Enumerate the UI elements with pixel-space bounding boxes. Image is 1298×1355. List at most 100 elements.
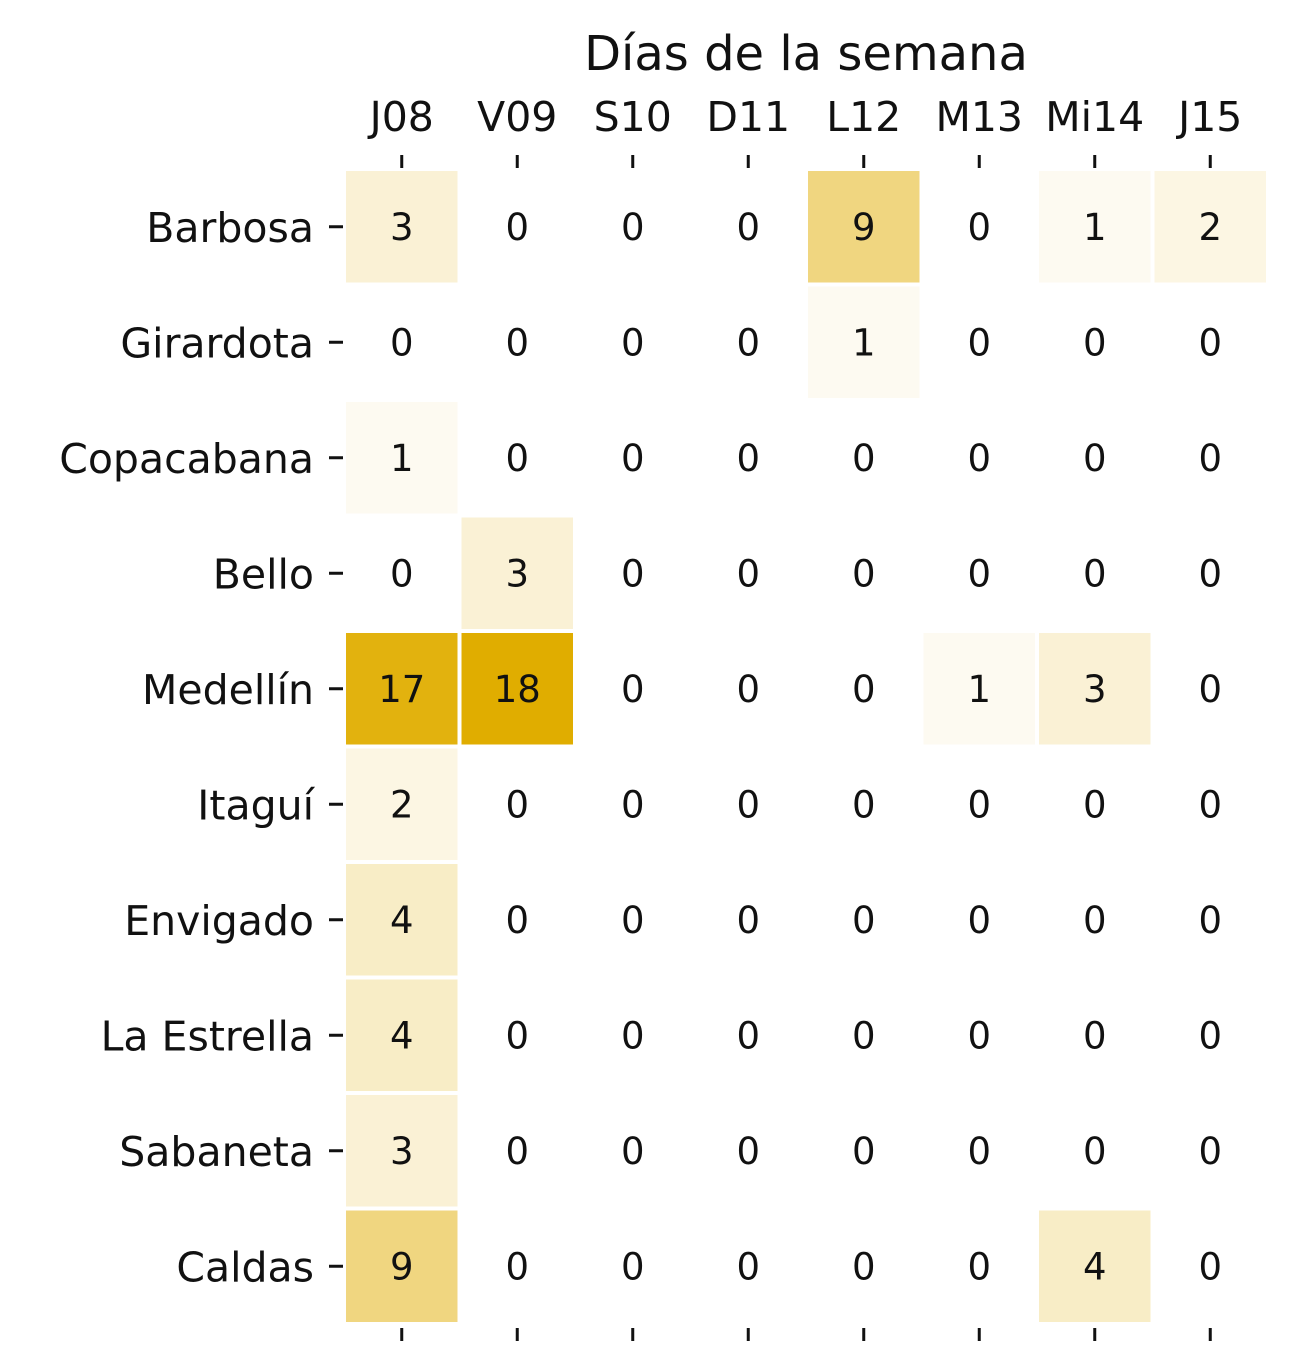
cell-value-label: 0	[967, 1245, 991, 1288]
x-tick-label: Mi14	[1045, 93, 1144, 141]
cell-value-label: 0	[505, 206, 529, 249]
cell-value-label: 0	[967, 899, 991, 942]
cell-value-label: 2	[390, 783, 414, 826]
y-tick-label: Itaguí	[197, 781, 315, 829]
x-tick-label: J08	[367, 93, 434, 141]
cell-value-label: 4	[390, 899, 414, 942]
cell-value-label: 0	[1083, 437, 1107, 480]
cell-value-label: 0	[736, 321, 760, 364]
x-axis-ticks: J08 V09 S10 D11 L12 M13 Mi14 J15	[367, 93, 1242, 1341]
cell-value-label: 0	[736, 668, 760, 711]
cell-value-label: 0	[1198, 1130, 1222, 1173]
heatmap-cell	[346, 402, 458, 514]
cell-value-label: 0	[852, 437, 876, 480]
cell-value-label: 0	[736, 552, 760, 595]
x-tick-label: S10	[594, 93, 672, 141]
y-tick-label: Sabaneta	[119, 1128, 314, 1176]
cell-value-label: 0	[1083, 552, 1107, 595]
cell-value-label: 0	[621, 783, 645, 826]
cell-value-label: 0	[1198, 1245, 1222, 1288]
cell-value-label: 0	[1198, 783, 1222, 826]
cell-value-label: 0	[736, 206, 760, 249]
cell-value-label: 3	[390, 206, 414, 249]
cell-value-label: 0	[1198, 899, 1222, 942]
heatmap-cell	[461, 517, 573, 629]
x-tick-label: L12	[826, 93, 901, 141]
cell-value-label: 18	[494, 668, 541, 711]
cell-value-label: 0	[967, 321, 991, 364]
cell-value-label: 0	[1198, 1014, 1222, 1057]
heatmap-cell	[1039, 1210, 1151, 1322]
cell-value-label: 0	[852, 1130, 876, 1173]
heatmap-cell	[923, 633, 1035, 745]
cell-value-label: 0	[505, 1130, 529, 1173]
cell-value-label: 0	[736, 1130, 760, 1173]
cell-value-label: 4	[1083, 1245, 1107, 1288]
y-tick-label: La Estrella	[101, 1012, 314, 1060]
cell-value-label: 0	[621, 1130, 645, 1173]
heatmap-cell	[346, 864, 458, 976]
cell-value-label: 0	[1083, 899, 1107, 942]
y-tick-label: Copacabana	[59, 435, 314, 483]
cell-value-label: 0	[505, 321, 529, 364]
cell-value-label: 0	[1083, 1014, 1107, 1057]
heatmap-cell	[346, 748, 458, 860]
cell-value-label: 0	[1198, 437, 1222, 480]
x-tick-label: D11	[706, 93, 790, 141]
cell-value-label: 0	[505, 1014, 529, 1057]
cell-value-label: 0	[621, 321, 645, 364]
cell-value-label: 0	[390, 321, 414, 364]
cell-value-label: 0	[621, 1245, 645, 1288]
x-tick-label: J15	[1175, 93, 1242, 141]
cell-value-label: 1	[390, 437, 414, 480]
cell-value-label: 0	[852, 783, 876, 826]
cell-value-label: 0	[505, 899, 529, 942]
y-tick-label: Envigado	[124, 897, 314, 945]
cell-value-label: 0	[852, 668, 876, 711]
heatmap-cell	[1039, 171, 1151, 283]
heatmap-cell	[346, 979, 458, 1091]
cell-value-label: 0	[852, 552, 876, 595]
x-tick-label: M13	[935, 93, 1023, 141]
heatmap-cell	[1039, 633, 1151, 745]
heatmap-cell	[808, 171, 920, 283]
heatmap-cell	[346, 633, 458, 745]
cell-value-label: 0	[1083, 321, 1107, 364]
cell-value-label: 0	[967, 783, 991, 826]
cell-value-label: 1	[967, 668, 991, 711]
cell-value-label: 0	[852, 1014, 876, 1057]
heatmap-cell	[1154, 171, 1266, 283]
cell-value-label: 0	[1198, 552, 1222, 595]
y-axis-ticks: Barbosa Girardota Copacabana Bello Medellín I…	[59, 204, 343, 1291]
cell-value-label: 0	[967, 206, 991, 249]
cell-value-label: 17	[378, 668, 425, 711]
cell-value-label: 0	[390, 552, 414, 595]
cell-value-label: 0	[505, 1245, 529, 1288]
cell-value-label: 0	[505, 437, 529, 480]
heatmap-cell	[346, 1210, 458, 1322]
cell-value-label: 0	[621, 437, 645, 480]
cell-value-label: 0	[736, 1014, 760, 1057]
x-axis-title: Días de la semana	[584, 26, 1028, 82]
cell-value-label: 3	[1083, 668, 1107, 711]
heatmap-cells: 3 0 0 0 9 0 1 2 0 0 0 0 1 0 0 0 1 0 0 0 0 0 0 0 0 3 0 0 0 0 0 0 17 18 0 0 0 1…	[346, 171, 1266, 1322]
y-tick-label: Caldas	[176, 1243, 314, 1291]
cell-value-label: 0	[736, 783, 760, 826]
cell-value-label: 0	[852, 899, 876, 942]
cell-value-label: 3	[390, 1130, 414, 1173]
heatmap-cell	[346, 1095, 458, 1207]
cell-value-label: 9	[390, 1245, 414, 1288]
cell-value-label: 0	[1198, 321, 1222, 364]
heatmap-cell	[461, 633, 573, 745]
cell-value-label: 0	[621, 899, 645, 942]
cell-value-label: 0	[1083, 783, 1107, 826]
cell-value-label: 0	[1083, 1130, 1107, 1173]
cell-value-label: 0	[967, 437, 991, 480]
cell-value-label: 0	[621, 668, 645, 711]
cell-value-label: 0	[736, 1245, 760, 1288]
cell-value-label: 4	[390, 1014, 414, 1057]
cell-value-label: 9	[852, 206, 876, 249]
cell-value-label: 1	[852, 321, 876, 364]
y-tick-label: Barbosa	[146, 204, 314, 252]
